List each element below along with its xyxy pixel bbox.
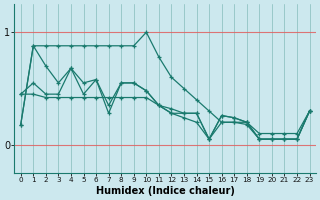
X-axis label: Humidex (Indice chaleur): Humidex (Indice chaleur) bbox=[96, 186, 235, 196]
